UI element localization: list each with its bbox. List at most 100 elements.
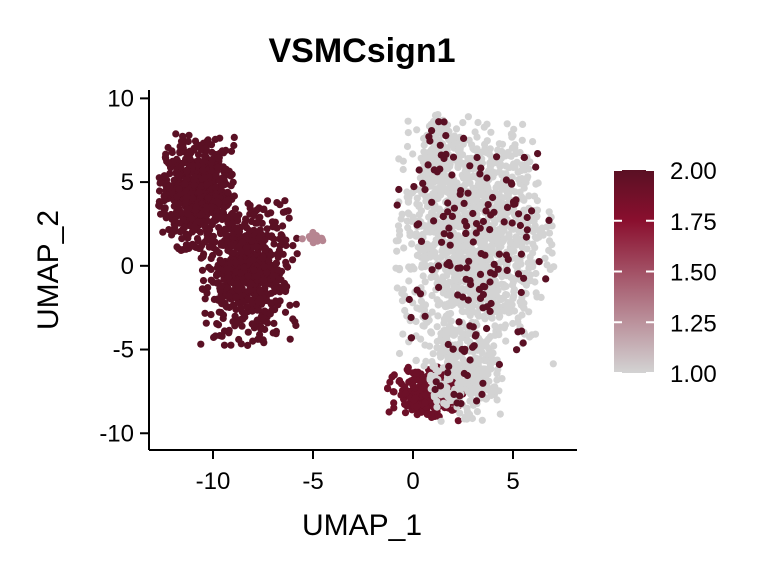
data-point: [227, 241, 235, 249]
x-tick-label: -5: [302, 468, 323, 495]
data-point: [249, 256, 257, 264]
data-point: [171, 223, 179, 231]
data-point: [509, 132, 517, 140]
data-point-highlight: [469, 238, 477, 246]
data-point: [161, 204, 169, 212]
data-point: [508, 173, 516, 181]
data-point: [190, 242, 198, 250]
data-point: [471, 247, 480, 256]
data-point-highlight: [462, 275, 470, 283]
data-point: [486, 145, 494, 153]
data-point: [213, 264, 222, 272]
data-point: [452, 125, 461, 133]
data-point-highlight: [489, 193, 497, 202]
data-point: [409, 150, 417, 158]
colorbar-label: 1.25: [670, 310, 717, 337]
colorbar-legend: 2.00 1.75 1.50 1.25 1.00: [614, 158, 717, 388]
data-point: [409, 188, 417, 196]
data-point: [476, 191, 484, 199]
data-point: [463, 301, 472, 309]
data-point: [454, 163, 462, 171]
data-point: [449, 180, 457, 189]
data-point-highlight: [503, 203, 512, 211]
data-point: [545, 237, 554, 245]
data-point: [529, 240, 537, 248]
data-point: [393, 247, 401, 255]
data-point-highlight: [466, 162, 474, 170]
data-point: [232, 319, 240, 327]
data-point-highlight: [528, 207, 536, 215]
data-point: [285, 214, 293, 222]
data-point: [476, 182, 484, 191]
data-point: [474, 118, 482, 127]
data-point-highlight: [448, 212, 456, 220]
data-point-highlight: [444, 340, 452, 349]
data-point: [270, 319, 278, 327]
data-point-highlight: [516, 221, 525, 230]
data-point: [237, 340, 245, 348]
data-point: [214, 269, 222, 277]
data-point: [490, 342, 498, 350]
data-point: [219, 173, 227, 182]
data-point: [491, 169, 499, 177]
data-point: [475, 366, 484, 374]
data-point: [461, 413, 469, 421]
data-point: [471, 128, 479, 136]
data-point: [428, 358, 436, 366]
x-axis-title: UMAP_1: [302, 509, 422, 542]
data-point: [431, 372, 439, 380]
y-axis-title: UMAP_2: [32, 210, 65, 330]
data-point: [434, 344, 442, 352]
data-point: [259, 254, 267, 262]
data-point: [473, 255, 481, 264]
data-point: [446, 190, 454, 198]
data-point: [516, 188, 524, 196]
data-point: [207, 311, 215, 319]
data-point-highlight: [469, 209, 477, 218]
data-point: [212, 172, 220, 180]
data-point: [533, 197, 542, 205]
data-point: [472, 197, 480, 205]
data-point: [510, 288, 518, 296]
data-point-highlight: [495, 250, 503, 258]
data-point: [454, 238, 462, 247]
data-point: [529, 227, 537, 236]
data-point-highlight: [430, 217, 438, 225]
data-point: [414, 243, 422, 251]
data-point: [498, 140, 507, 148]
data-point: [511, 141, 519, 149]
data-point-highlight: [500, 218, 508, 226]
data-point-highlight: [494, 265, 502, 273]
data-point: [443, 271, 451, 280]
data-point: [293, 250, 301, 258]
data-point: [410, 375, 418, 383]
data-point: [495, 313, 503, 321]
data-point-highlight: [476, 224, 484, 232]
data-point-highlight: [421, 186, 429, 194]
data-point: [469, 301, 477, 310]
data-point: [419, 375, 427, 383]
data-point: [407, 265, 415, 273]
data-point-highlight: [476, 170, 484, 178]
data-point-highlight: [456, 264, 464, 272]
data-point: [211, 135, 219, 143]
data-point: [190, 223, 198, 231]
data-point: [156, 179, 164, 187]
data-point-highlight: [464, 189, 472, 197]
data-point-highlight: [433, 168, 441, 176]
data-point-highlight: [507, 179, 515, 187]
data-point-highlight: [479, 282, 487, 290]
data-point: [286, 301, 294, 309]
data-point: [490, 216, 499, 224]
data-point-highlight: [466, 356, 474, 364]
data-point: [433, 323, 441, 331]
data-point: [434, 111, 442, 119]
data-point: [447, 297, 456, 305]
data-point: [401, 409, 410, 417]
data-point-highlight: [515, 210, 523, 218]
data-point: [173, 243, 181, 251]
data-point-highlight: [479, 291, 487, 299]
data-point: [420, 254, 428, 262]
data-point-highlight: [495, 360, 503, 369]
data-point: [425, 342, 434, 350]
